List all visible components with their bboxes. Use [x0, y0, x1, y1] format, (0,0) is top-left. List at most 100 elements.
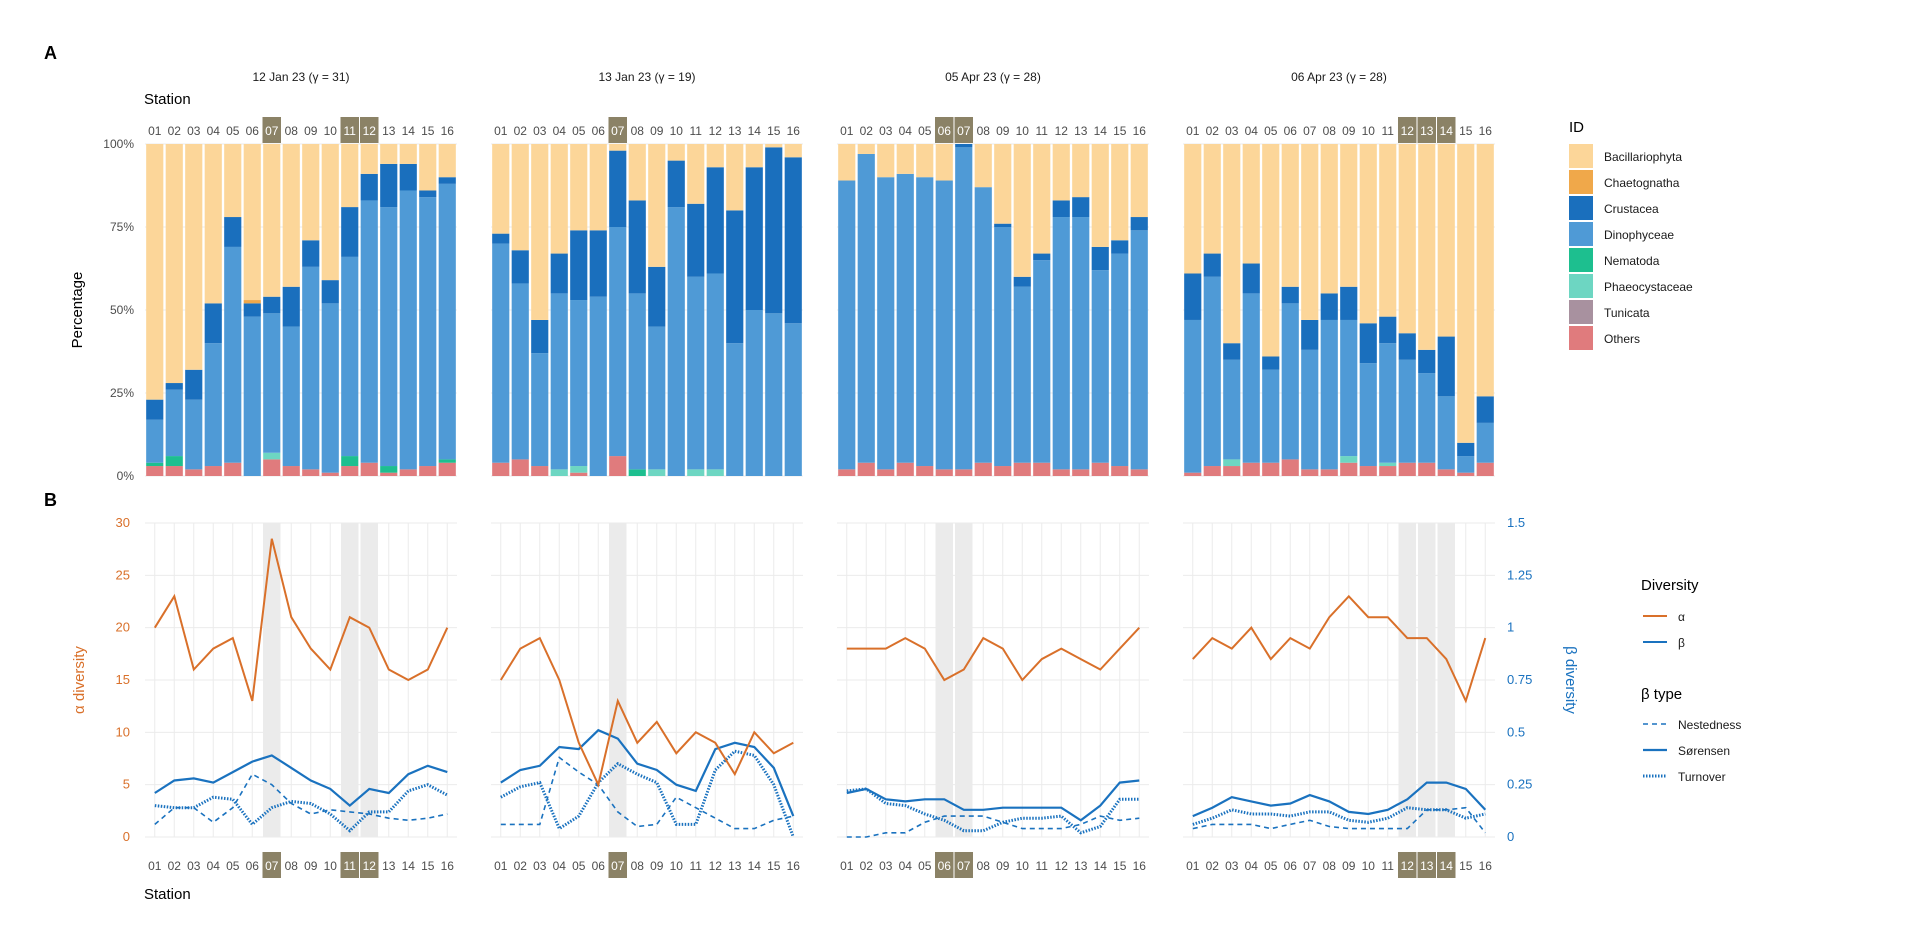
bar-segment-bacillariophyta	[589, 144, 607, 231]
bar-segment-crustacea	[765, 147, 783, 314]
bar-segment-bacillariophyta	[1418, 144, 1436, 350]
bar-segment-crustacea	[399, 163, 417, 191]
bar-segment-others	[360, 462, 378, 476]
station-tick-label: 03	[533, 859, 547, 873]
station-tick-label: 12	[709, 859, 723, 873]
station-tick-label: 13	[1074, 859, 1088, 873]
bar-segment-others	[1281, 459, 1299, 476]
bar-segment-bacillariophyta	[185, 144, 203, 370]
station-tick-label: 05	[572, 124, 586, 138]
bar-segment-dinophyceae	[243, 316, 261, 476]
highlight-band	[360, 523, 378, 837]
bar-segment-dinophyceae	[1281, 303, 1299, 460]
bar-segment-dinophyceae	[570, 300, 588, 467]
bar-segment-others	[321, 472, 339, 476]
station-tick-label: 10	[1016, 124, 1030, 138]
station-highlight-badge	[954, 117, 973, 143]
legend-swatch-phaeocystaceae	[1569, 274, 1593, 298]
y-tick-label-beta: 1	[1507, 620, 1514, 635]
legend-label-nematoda: Nematoda	[1604, 254, 1660, 268]
bar-segment-dinophyceae	[1130, 230, 1148, 470]
bar-segment-others	[399, 469, 417, 476]
bar-segment-crustacea	[492, 233, 510, 244]
bar-segment-bacillariophyta	[1476, 144, 1494, 397]
bar-segment-dinophyceae	[1072, 217, 1090, 470]
station-tick-label: 05	[1264, 124, 1278, 138]
station-tick-label: 06	[1284, 124, 1298, 138]
y-tick-label-pct: 50%	[110, 303, 134, 317]
station-tick-label: 09	[1342, 859, 1356, 873]
bar-segment-others	[1340, 462, 1358, 476]
bar-segment-dinophyceae	[419, 197, 437, 467]
bar-segment-crustacea	[1184, 273, 1202, 320]
bar-segment-dinophyceae	[589, 296, 607, 476]
station-tick-label: 03	[187, 859, 201, 873]
bar-segment-bacillariophyta	[667, 144, 685, 161]
station-tick-label: 06	[246, 859, 260, 873]
station-tick-label: 11	[1382, 124, 1395, 138]
legend-label-dinophyceae: Dinophyceae	[1604, 228, 1674, 242]
bar-segment-chaetognatha	[243, 300, 261, 304]
station-tick-label: 14	[1440, 859, 1454, 873]
bar-segment-crustacea	[706, 167, 724, 274]
y-axis-title-beta: β diversity	[1562, 646, 1579, 714]
bar-segment-phaeocystaceae	[1340, 456, 1358, 463]
bar-segment-others	[570, 472, 588, 476]
station-highlight-badge	[935, 852, 954, 878]
bar-segment-crustacea	[1111, 240, 1129, 254]
line-sorensen	[500, 728, 795, 817]
bar-segment-bacillariophyta	[935, 144, 953, 181]
bar-segment-crustacea	[648, 266, 666, 327]
y-tick-label-pct: 75%	[110, 220, 134, 234]
bar-segment-dinophyceae	[955, 147, 973, 470]
station-tick-label: 09	[996, 859, 1010, 873]
station-highlight-badge	[262, 852, 281, 878]
bar-segment-others	[1418, 462, 1436, 476]
bar-segment-others	[916, 466, 934, 476]
station-tick-label: 16	[787, 859, 801, 873]
bar-segment-others	[419, 466, 437, 476]
line-nestedness	[154, 773, 448, 826]
bar-segment-dinophyceae	[1223, 359, 1241, 460]
bar-segment-bacillariophyta	[974, 144, 992, 188]
bar-segment-crustacea	[1130, 217, 1148, 231]
station-tick-label: 15	[1113, 859, 1127, 873]
bar-segment-bacillariophyta	[360, 144, 378, 174]
bar-segment-others	[1033, 462, 1051, 476]
bar-segment-bacillariophyta	[570, 144, 588, 231]
station-tick-label: 09	[996, 124, 1010, 138]
station-tick-label: 03	[533, 124, 547, 138]
station-tick-label: 05	[918, 124, 932, 138]
station-highlight-badge	[1417, 852, 1436, 878]
station-highlight-badge	[340, 852, 359, 878]
station-tick-label: 01	[1186, 859, 1200, 873]
legend-swatch-tunicata	[1569, 300, 1593, 324]
station-tick-label: 10	[1362, 859, 1376, 873]
bar-segment-bacillariophyta	[1301, 144, 1319, 320]
station-highlight-badge	[360, 852, 379, 878]
highlight-band	[955, 523, 973, 837]
bar-segment-crustacea	[243, 303, 261, 317]
bar-segment-dinophyceae	[687, 276, 705, 470]
bar-segment-others	[1052, 469, 1070, 476]
bar-segment-dinophyceae	[492, 243, 510, 463]
bar-segment-bacillariophyta	[784, 144, 802, 158]
bar-segment-others	[511, 459, 529, 476]
bar-segment-dinophyceae	[1184, 319, 1202, 473]
bar-segment-crustacea	[1379, 316, 1397, 344]
station-tick-label: 13	[1420, 124, 1434, 138]
bar-segment-phaeocystaceae	[263, 452, 281, 460]
station-tick-label: 04	[207, 859, 221, 873]
bar-segment-crustacea	[1281, 286, 1299, 304]
bar-segment-bacillariophyta	[282, 144, 300, 287]
bar-segment-dinophyceae	[1437, 396, 1455, 470]
station-tick-label: 12	[1055, 124, 1069, 138]
bar-segment-dinophyceae	[1379, 343, 1397, 463]
station-tick-label: 04	[899, 124, 913, 138]
bar-segment-dinophyceae	[399, 190, 417, 470]
station-tick-label: 02	[860, 859, 874, 873]
bar-segment-crustacea	[1033, 253, 1051, 261]
bar-segment-crustacea	[1398, 333, 1416, 360]
station-tick-label: 02	[514, 124, 528, 138]
bar-segment-bacillariophyta	[321, 144, 339, 281]
